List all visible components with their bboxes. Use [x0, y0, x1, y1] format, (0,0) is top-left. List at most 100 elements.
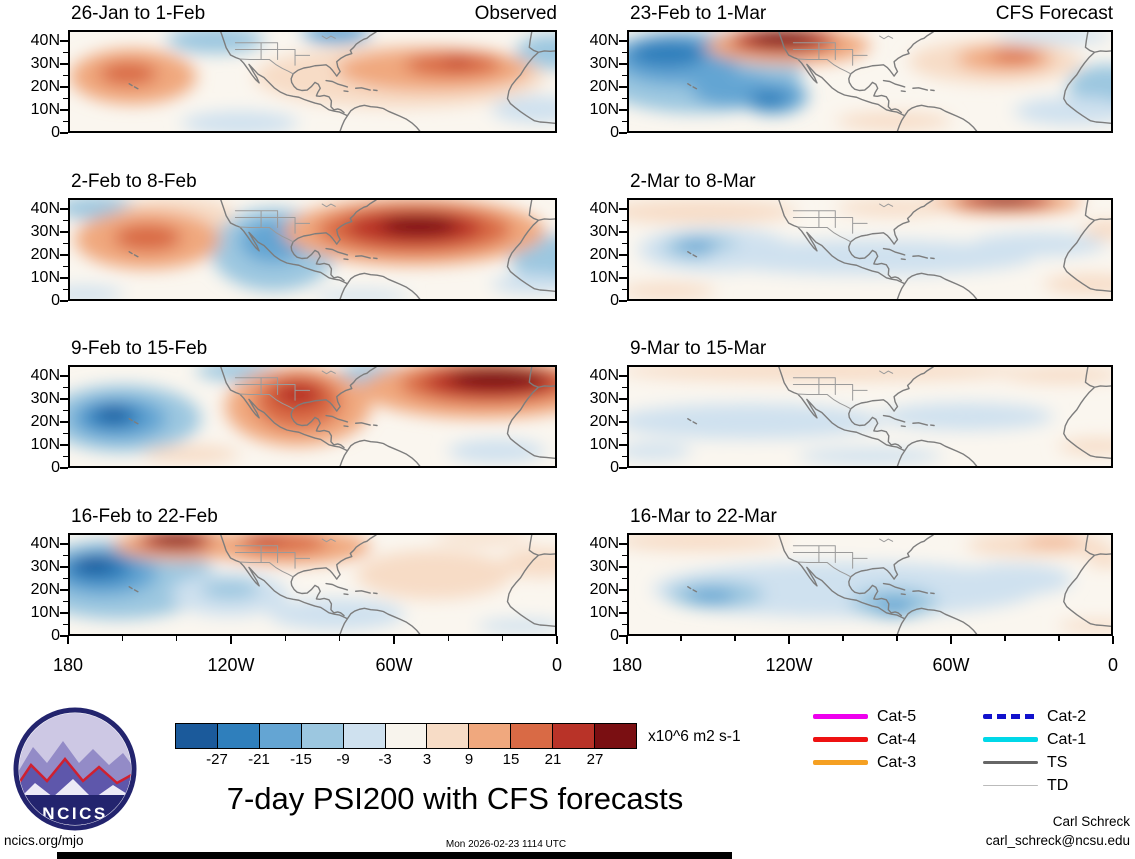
legend-row: Cat-4 [813, 728, 916, 751]
column-header: CFS Forecast [995, 3, 1113, 24]
lat-tick [60, 589, 68, 592]
y-axis-label: 0 [610, 627, 619, 644]
ncics-logo: NCICS [13, 707, 137, 831]
lat-minor-tick [622, 455, 627, 458]
lat-minor-tick [63, 600, 68, 603]
colorbar-segment [301, 724, 344, 748]
colorbar-tick-label: -15 [290, 751, 312, 768]
y-axis-label: 40N [589, 32, 619, 50]
panel-title: 9-Feb to 15-Feb [71, 338, 208, 359]
y-axis-label: 30N [30, 55, 60, 73]
legend-label: Cat-2 [1047, 707, 1087, 725]
panel-title: 16-Mar to 22-Mar [630, 506, 777, 527]
lon-minor-tick [1004, 636, 1006, 641]
lat-minor-tick [63, 265, 68, 268]
legend-label: Cat-5 [877, 707, 917, 725]
footer-credit-name: Carl Schreck [1052, 814, 1130, 829]
x-axis-label: 120W [207, 655, 255, 675]
colorbar-segment [511, 724, 554, 748]
lat-minor-tick [622, 265, 627, 268]
y-axis-label: 20N [589, 246, 619, 264]
lat-tick [60, 208, 68, 211]
y-axis-label: 40N [30, 200, 60, 218]
x-axis-label: 60W [932, 655, 970, 675]
y-axis-label: 20N [30, 78, 60, 96]
colorbar-tick-label: 3 [422, 751, 432, 768]
lat-minor-tick [622, 432, 627, 435]
legend-row: Cat-1 [983, 728, 1086, 751]
lat-minor-tick [63, 432, 68, 435]
lon-minor-tick [447, 636, 450, 641]
colorbar-segment [343, 724, 386, 748]
x-axis-label: 180 [52, 655, 84, 675]
colorbar-tick-label: -27 [206, 751, 228, 768]
lat-minor-tick [622, 577, 627, 580]
lat-minor-tick [622, 120, 627, 123]
lon-tick [950, 636, 952, 644]
legend-line-cat-2 [983, 714, 1038, 719]
lat-tick [619, 208, 627, 211]
map-panel [68, 533, 557, 636]
lon-minor-tick [896, 636, 898, 641]
y-axis-label: 30N [589, 558, 619, 576]
lat-tick [619, 467, 627, 469]
lat-minor-tick [63, 242, 68, 245]
lat-minor-tick [63, 455, 68, 458]
colorbar-units-label: x10^6 m2 s-1 [648, 728, 741, 745]
map-panel [627, 365, 1113, 468]
lat-tick [60, 40, 68, 43]
legend-row: Cat-3 [813, 751, 916, 774]
y-axis-label: 30N [589, 223, 619, 241]
colorbar-segment [595, 724, 636, 748]
lat-tick [619, 231, 627, 234]
x-axis-label: 120W [765, 655, 813, 675]
lon-minor-tick [1058, 636, 1060, 641]
colorbar-labels: -27 -21 -15 -9 -3 3 9 15 21 27 [175, 751, 637, 769]
x-axis-label: 60W [375, 655, 413, 675]
lat-tick [60, 612, 68, 615]
y-axis-label: 20N [589, 413, 619, 431]
logo-ridge-line [19, 757, 131, 790]
footer-site-link[interactable]: ncics.org/mjo [4, 833, 84, 848]
map-panel [68, 365, 557, 468]
lon-minor-tick [121, 636, 124, 641]
colorbar-segment [259, 724, 302, 748]
figure-title: 7-day PSI200 with CFS forecasts [226, 781, 684, 816]
footer-credit-email[interactable]: carl_schreck@ncsu.edu [985, 833, 1130, 848]
lat-minor-tick [63, 577, 68, 580]
lat-tick [619, 421, 627, 424]
lat-tick [619, 277, 627, 280]
y-axis-label: 20N [589, 581, 619, 599]
y-axis-label: 40N [30, 367, 60, 385]
lon-minor-tick [842, 636, 844, 641]
lon-tick [556, 636, 558, 644]
y-axis-label: 0 [610, 124, 619, 141]
legend-label: Cat-4 [877, 730, 917, 748]
colorbar-segment [427, 724, 470, 748]
legend-row: Cat-5 [813, 705, 916, 728]
colorbar-segment [469, 724, 512, 748]
map-panel [627, 533, 1113, 636]
lat-tick [60, 109, 68, 112]
lat-minor-tick [622, 554, 627, 557]
y-axis-label: 30N [30, 390, 60, 408]
lat-tick [60, 444, 68, 447]
legend-group-high-categories: Cat-5 Cat-4 Cat-3 [813, 705, 916, 774]
y-axis-label: 20N [30, 246, 60, 264]
y-axis-label: 0 [51, 292, 60, 309]
y-axis-label: 10N [30, 604, 60, 622]
y-axis-label: 20N [30, 581, 60, 599]
y-axis-label: 30N [589, 390, 619, 408]
lat-minor-tick [622, 409, 627, 412]
legend-label: Cat-1 [1047, 730, 1087, 748]
lat-minor-tick [63, 219, 68, 222]
lon-minor-tick [338, 636, 341, 641]
lon-tick [626, 636, 628, 644]
footer-timestamp: Mon 2026-02-23 1114 UTC [445, 839, 567, 850]
lat-minor-tick [63, 288, 68, 291]
map-panel [68, 198, 557, 301]
lat-minor-tick [63, 120, 68, 123]
colorbar-segment [217, 724, 260, 748]
lat-tick [60, 467, 68, 469]
lat-minor-tick [622, 288, 627, 291]
